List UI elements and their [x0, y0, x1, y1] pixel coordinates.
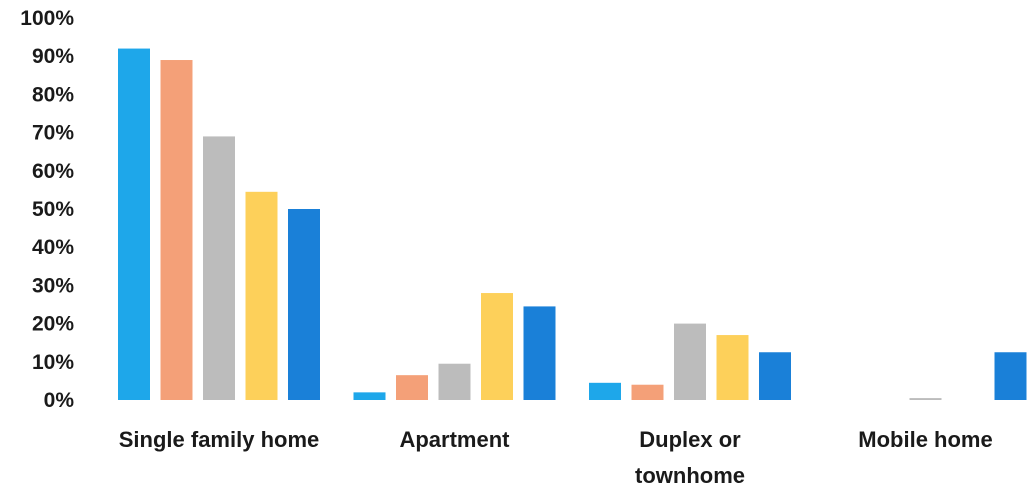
y-tick-label: 50% — [32, 198, 74, 221]
y-tick-label: 20% — [32, 313, 74, 336]
bar — [203, 136, 235, 401]
x-category-label: Duplex or townhome — [635, 427, 745, 488]
bars — [118, 48, 1027, 401]
bar — [994, 352, 1027, 400]
bar — [288, 209, 320, 400]
y-tick-label: 60% — [32, 160, 74, 183]
bar — [396, 375, 428, 400]
bar — [589, 382, 621, 400]
bar — [716, 335, 749, 400]
y-tick-label: 30% — [32, 274, 74, 297]
bar — [160, 60, 193, 401]
y-tick-label: 70% — [32, 122, 74, 145]
bar — [353, 392, 386, 400]
x-category-label: Single family home — [119, 427, 320, 452]
y-tick-label: 40% — [32, 236, 74, 259]
y-tick-label: 0% — [44, 389, 75, 412]
bar — [481, 293, 513, 400]
bar — [245, 191, 278, 400]
bar — [118, 48, 150, 401]
x-category-label: Mobile home — [858, 427, 992, 452]
bar — [759, 352, 791, 400]
y-axis: 0% 10% 20% 30% 40% 50% 60% 70% 80% 90% 100% — [20, 7, 74, 412]
y-tick-label: 10% — [32, 351, 74, 374]
bar — [631, 384, 664, 400]
bar — [674, 323, 706, 400]
y-tick-label: 90% — [32, 45, 74, 68]
x-axis: Single family home Apartment Duplex or town… — [119, 427, 993, 488]
bar — [438, 363, 471, 400]
x-category-label: Apartment — [399, 427, 510, 452]
bar — [909, 398, 942, 400]
bar — [523, 306, 556, 400]
y-tick-label: 80% — [32, 83, 74, 106]
y-tick-label: 100% — [20, 7, 74, 30]
